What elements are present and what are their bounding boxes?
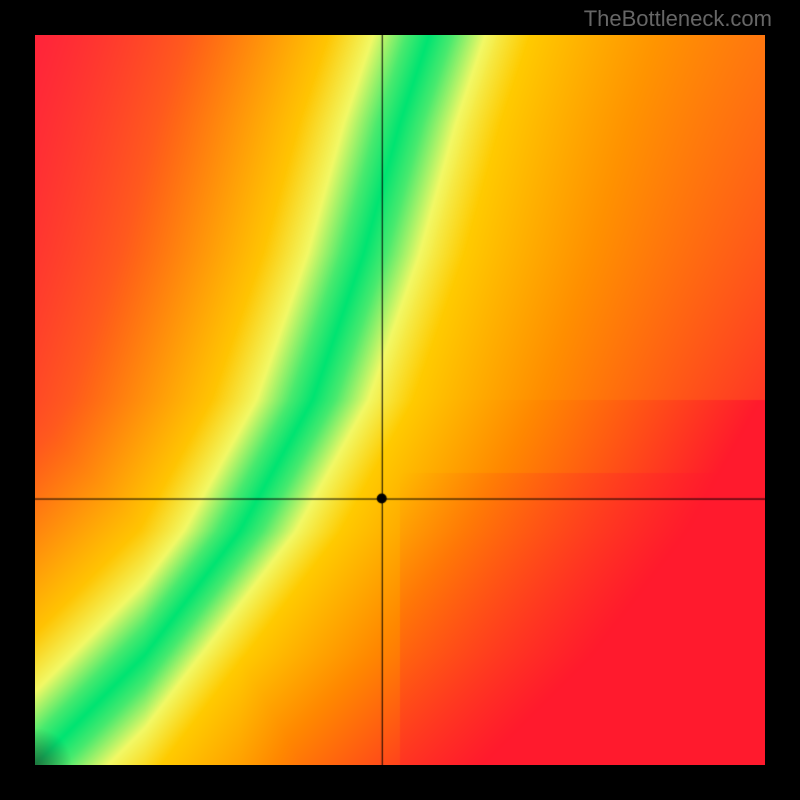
- watermark-text: TheBottleneck.com: [584, 6, 772, 32]
- heatmap-canvas: [35, 35, 765, 765]
- heatmap-plot: [35, 35, 765, 765]
